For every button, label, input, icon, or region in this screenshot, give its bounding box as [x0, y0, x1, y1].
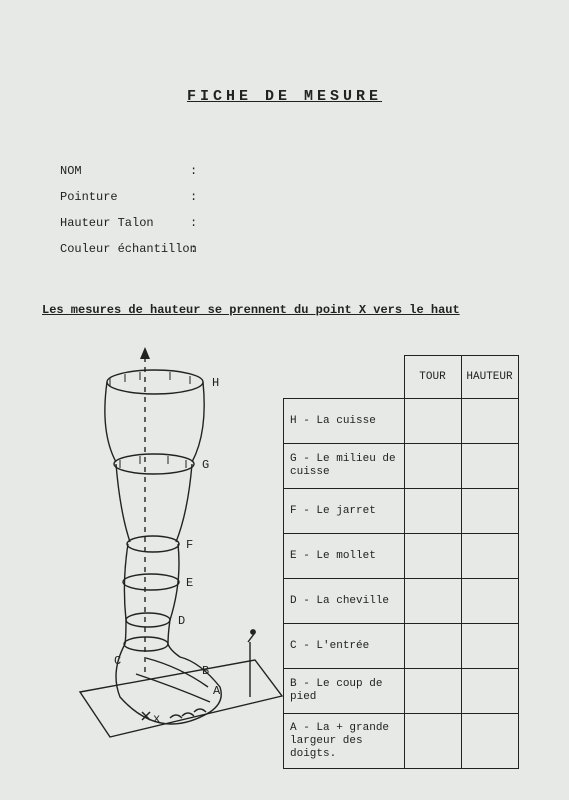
row-hauteur[interactable]: [461, 534, 518, 579]
row-tour[interactable]: [404, 534, 461, 579]
row-hauteur[interactable]: [461, 714, 518, 769]
field-colon: :: [190, 210, 200, 236]
table-row: F - Le jarret: [284, 489, 519, 534]
table-body: H - La cuisse G - Le milieu de cuisse F …: [284, 399, 519, 769]
row-hauteur[interactable]: [461, 579, 518, 624]
measurement-sheet: FICHE DE MESURE NOM : Pointure : Hauteur…: [0, 0, 569, 800]
field-couleur: Couleur échantillon :: [60, 236, 200, 262]
diagram-label-b: B: [202, 664, 209, 678]
field-label: Couleur échantillon: [60, 236, 190, 262]
row-hauteur[interactable]: [461, 624, 518, 669]
measurement-table: TOUR HAUTEUR H - La cuisse G - Le milieu…: [283, 355, 519, 769]
table-row: G - Le milieu de cuisse: [284, 444, 519, 489]
diagram-label-f: F: [186, 538, 193, 552]
row-tour[interactable]: [404, 624, 461, 669]
identity-fields: NOM : Pointure : Hauteur Talon : Couleur…: [60, 158, 200, 262]
row-tour[interactable]: [404, 444, 461, 489]
table-row: C - L'entrée: [284, 624, 519, 669]
row-label: H - La cuisse: [284, 399, 405, 444]
table-row: A - La + grande largeur des doigts.: [284, 714, 519, 769]
row-tour[interactable]: [404, 489, 461, 534]
table-header-hauteur: HAUTEUR: [461, 356, 518, 399]
row-hauteur[interactable]: [461, 669, 518, 714]
row-label: G - Le milieu de cuisse: [284, 444, 405, 489]
leg-diagram: H G F E D C B A x: [50, 342, 285, 747]
row-hauteur[interactable]: [461, 399, 518, 444]
diagram-label-c: C: [114, 654, 121, 668]
row-label: D - La cheville: [284, 579, 405, 624]
table-header-blank: [284, 356, 405, 399]
field-label: NOM: [60, 158, 190, 184]
field-pointure: Pointure :: [60, 184, 200, 210]
table-row: E - Le mollet: [284, 534, 519, 579]
row-tour[interactable]: [404, 714, 461, 769]
table-header-tour: TOUR: [404, 356, 461, 399]
row-tour[interactable]: [404, 399, 461, 444]
table-row: H - La cuisse: [284, 399, 519, 444]
field-label: Pointure: [60, 184, 190, 210]
diagram-label-e: E: [186, 576, 193, 590]
field-nom: NOM :: [60, 158, 200, 184]
row-hauteur[interactable]: [461, 489, 518, 534]
table-row: D - La cheville: [284, 579, 519, 624]
diagram-label-d: D: [178, 614, 185, 628]
row-label: A - La + grande largeur des doigts.: [284, 714, 405, 769]
field-colon: :: [190, 236, 200, 262]
row-label: B - Le coup de pied: [284, 669, 405, 714]
diagram-label-x: x: [153, 712, 160, 726]
diagram-label-g: G: [202, 458, 209, 472]
row-hauteur[interactable]: [461, 444, 518, 489]
row-label: F - Le jarret: [284, 489, 405, 534]
field-label: Hauteur Talon: [60, 210, 190, 236]
field-hauteur-talon: Hauteur Talon :: [60, 210, 200, 236]
field-colon: :: [190, 158, 200, 184]
row-tour[interactable]: [404, 669, 461, 714]
page-title: FICHE DE MESURE: [0, 88, 569, 105]
instruction-text: Les mesures de hauteur se prennent du po…: [42, 303, 460, 317]
row-label: C - L'entrée: [284, 624, 405, 669]
row-tour[interactable]: [404, 579, 461, 624]
diagram-label-h: H: [212, 376, 219, 390]
field-colon: :: [190, 184, 200, 210]
table-row: B - Le coup de pied: [284, 669, 519, 714]
diagram-label-a: A: [213, 684, 221, 698]
row-label: E - Le mollet: [284, 534, 405, 579]
